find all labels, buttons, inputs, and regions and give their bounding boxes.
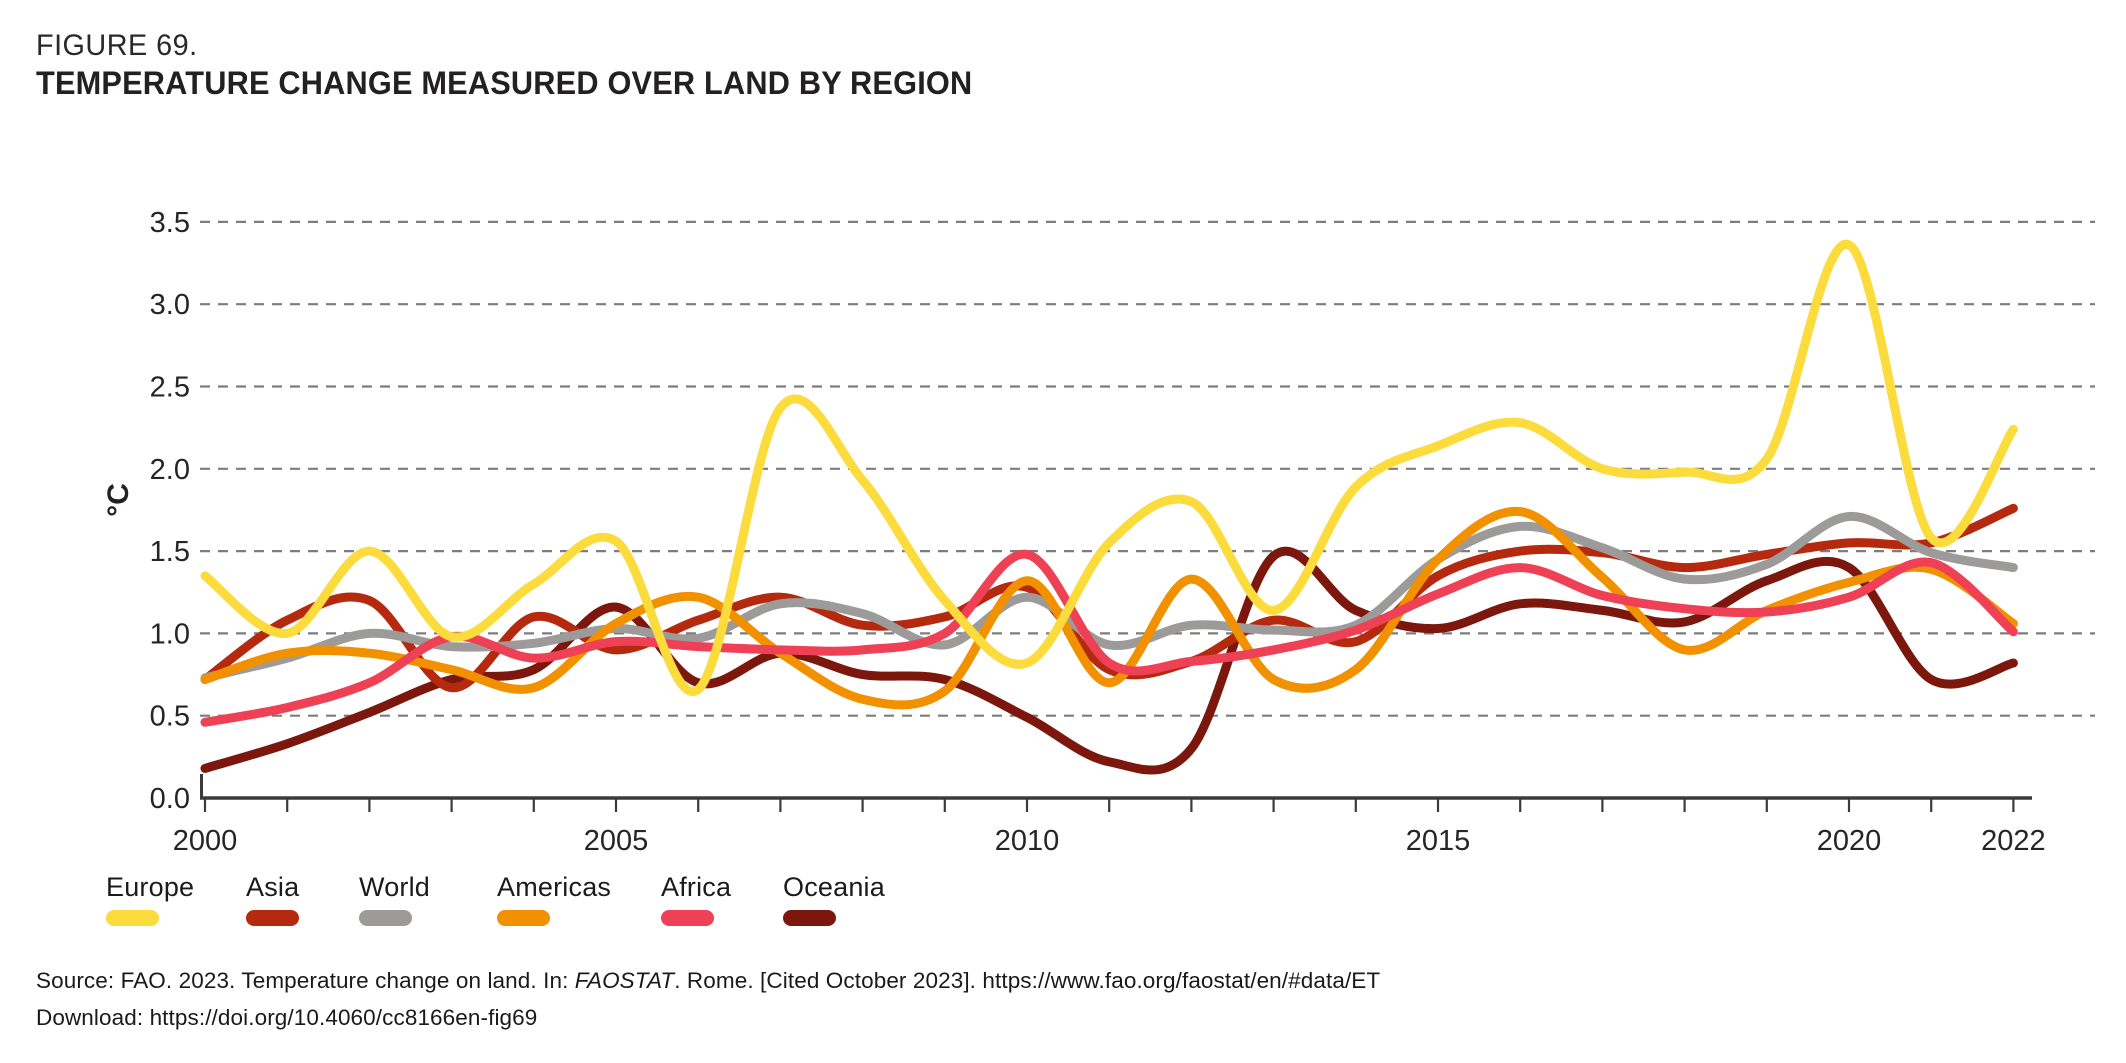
y-tick-label-3.5: 3.5 bbox=[150, 207, 190, 239]
legend-label-asia: Asia bbox=[246, 872, 300, 902]
series-line-world bbox=[200, 511, 2018, 683]
legend-label-europe: Europe bbox=[106, 872, 195, 902]
source-line-1: Source: FAO. 2023. Temperature change on… bbox=[36, 968, 1381, 993]
figure-header: FIGURE 69. TEMPERATURE CHANGE MEASURED O… bbox=[36, 28, 972, 102]
series-line-europe bbox=[200, 240, 2018, 697]
chart-legend: Europe Asia World Americas Africa Oceania bbox=[0, 872, 2126, 932]
series-lines bbox=[200, 240, 2018, 775]
x-tick-label-2005: 2005 bbox=[584, 825, 649, 857]
x-tick-label-2022: 2022 bbox=[1981, 825, 2046, 857]
legend-item-asia: Asia bbox=[246, 872, 299, 926]
legend-swatch-europe bbox=[106, 910, 159, 926]
y-tick-label-1.0: 1.0 bbox=[150, 618, 190, 650]
x-tick-label-2015: 2015 bbox=[1406, 825, 1471, 857]
x-tick-label-2000: 2000 bbox=[173, 825, 238, 857]
y-tick-label-2.0: 2.0 bbox=[150, 454, 190, 486]
legend-item-americas: Americas bbox=[497, 872, 611, 926]
legend-item-world: World bbox=[359, 872, 430, 926]
y-axis-title: °C bbox=[102, 483, 135, 517]
legend-swatch-americas bbox=[497, 910, 550, 926]
y-axis-labels: 0.0 0.5 1.0 1.5 2.0 2.5 3.0 3.5 bbox=[150, 207, 190, 815]
legend-swatch-asia bbox=[246, 910, 299, 926]
legend-label-africa: Africa bbox=[661, 872, 732, 902]
legend-label-americas: Americas bbox=[497, 872, 612, 902]
source-line-2: Download: https://doi.org/10.4060/cc8166… bbox=[36, 1005, 538, 1030]
legend-swatch-world bbox=[359, 910, 412, 926]
series-line-asia bbox=[200, 503, 2018, 693]
x-axis-labels: 2000 2005 2010 2015 2020 2022 bbox=[173, 825, 2046, 857]
legend-item-europe: Europe bbox=[106, 872, 194, 926]
x-axis bbox=[200, 774, 2032, 812]
legend-swatch-oceania bbox=[783, 910, 836, 926]
series-line-americas bbox=[200, 506, 2018, 710]
x-tick-label-2010: 2010 bbox=[995, 825, 1060, 857]
series-line-africa bbox=[200, 549, 2018, 727]
legend-label-oceania: Oceania bbox=[783, 872, 885, 902]
y-tick-label-0.0: 0.0 bbox=[150, 783, 190, 815]
y-tick-label-2.5: 2.5 bbox=[150, 372, 190, 404]
legend-swatch-africa bbox=[661, 910, 714, 926]
y-tick-label-0.5: 0.5 bbox=[150, 701, 190, 733]
figure-title: TEMPERATURE CHANGE MEASURED OVER LAND BY… bbox=[36, 65, 973, 101]
figure-number: FIGURE 69. bbox=[36, 29, 198, 62]
legend-label-world: World bbox=[359, 872, 431, 902]
y-tick-label-3.0: 3.0 bbox=[150, 289, 190, 321]
y-tick-label-1.5: 1.5 bbox=[150, 536, 190, 568]
x-tick-label-2020: 2020 bbox=[1817, 825, 1882, 857]
source-faostat: FAOSTAT bbox=[574, 968, 675, 993]
source-note: Source: FAO. 2023. Temperature change on… bbox=[36, 962, 1380, 1036]
legend-item-oceania: Oceania bbox=[783, 872, 885, 926]
legend-item-africa: Africa bbox=[661, 872, 731, 926]
